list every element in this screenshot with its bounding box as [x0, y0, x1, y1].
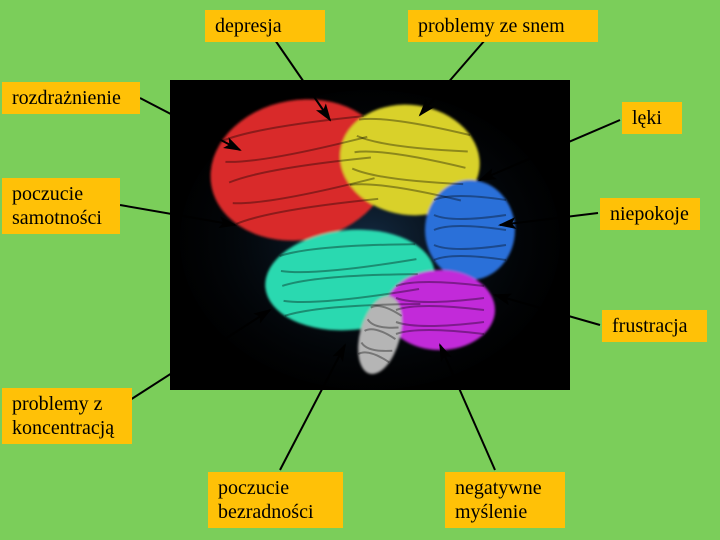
label-depresja: depresja	[205, 10, 325, 42]
label-poczucie-bez: poczucie bezradności	[208, 472, 343, 528]
label-problemy-konc: problemy z koncentracją	[2, 388, 132, 444]
label-rozdraznienie: rozdrażnienie	[2, 82, 140, 114]
label-niepokoje: niepokoje	[600, 198, 700, 230]
label-problemy-snem: problemy ze snem	[408, 10, 598, 42]
label-poczucie-sam: poczucie samotności	[2, 178, 120, 234]
brain-illustration	[170, 80, 570, 390]
label-leki: lęki	[622, 102, 682, 134]
brain-illustration-box	[170, 80, 570, 390]
label-frustracja: frustracja	[602, 310, 707, 342]
label-negatywne: negatywne myślenie	[445, 472, 565, 528]
